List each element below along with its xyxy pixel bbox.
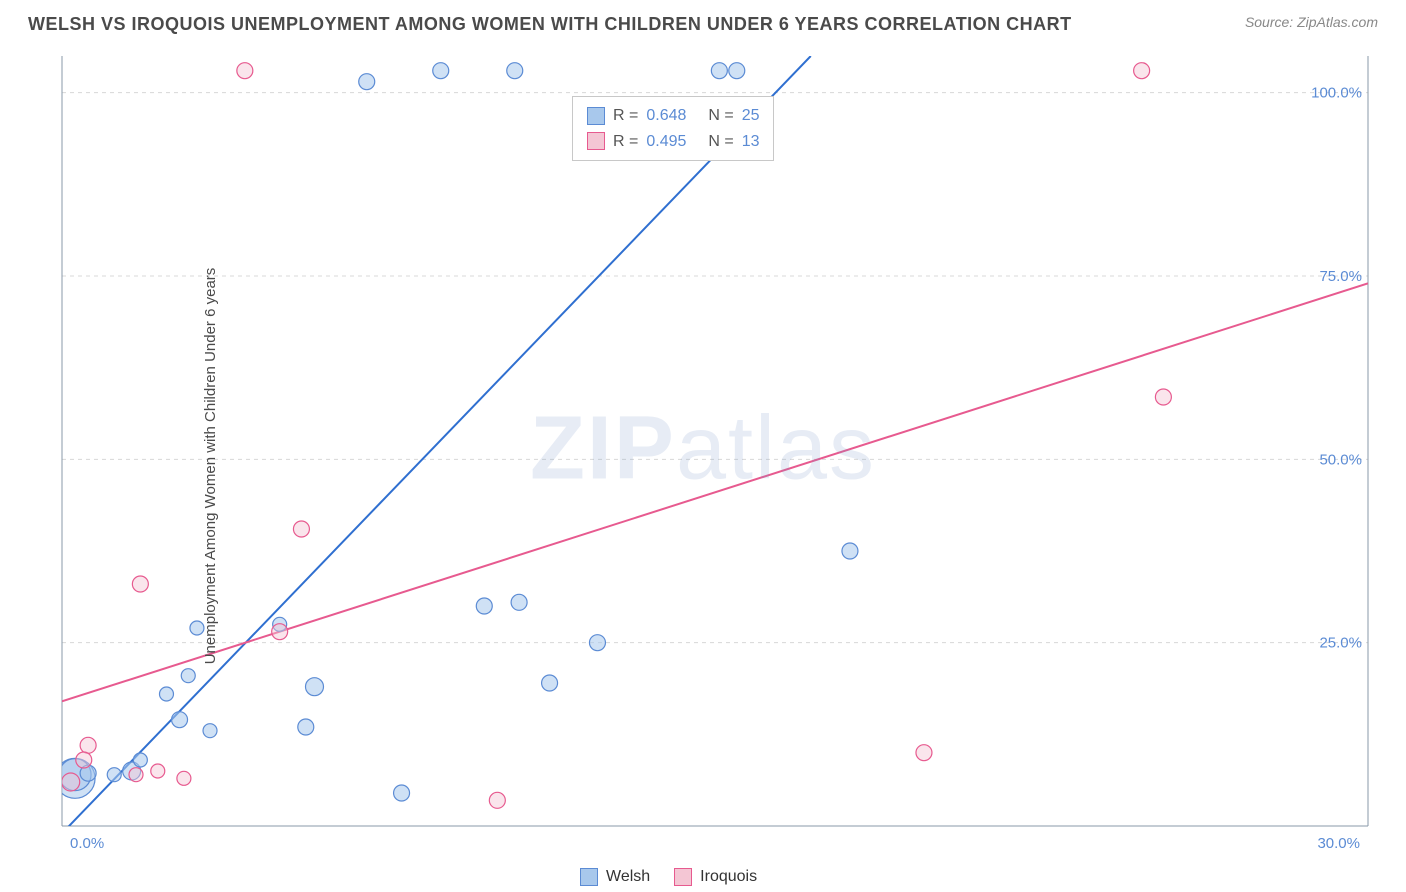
y-axis-label: Unemployment Among Women with Children U… bbox=[202, 268, 219, 665]
legend-swatch bbox=[580, 868, 598, 886]
legend-row: R = 0.648 N = 25 bbox=[587, 103, 759, 129]
correlation-legend: R = 0.648 N = 25 R = 0.495 N = 13 bbox=[572, 96, 774, 161]
svg-text:75.0%: 75.0% bbox=[1319, 268, 1362, 285]
svg-text:50.0%: 50.0% bbox=[1319, 451, 1362, 468]
chart-area: Unemployment Among Women with Children U… bbox=[0, 40, 1406, 892]
svg-text:25.0%: 25.0% bbox=[1319, 635, 1362, 652]
legend-n-label: N = bbox=[708, 129, 733, 155]
legend-r-label: R = bbox=[613, 129, 638, 155]
legend-r-value: 0.648 bbox=[646, 103, 700, 129]
legend-n-value: 25 bbox=[742, 103, 760, 129]
legend-n-label: N = bbox=[708, 103, 733, 129]
chart-source: Source: ZipAtlas.com bbox=[1245, 14, 1378, 30]
legend-row: R = 0.495 N = 13 bbox=[587, 129, 759, 155]
series-legend-label: Iroquois bbox=[700, 868, 757, 886]
chart-title: WELSH VS IROQUOIS UNEMPLOYMENT AMONG WOM… bbox=[28, 14, 1072, 35]
legend-n-value: 13 bbox=[742, 129, 760, 155]
series-legend-item: Welsh bbox=[580, 868, 650, 886]
legend-swatch bbox=[587, 132, 605, 150]
legend-r-label: R = bbox=[613, 103, 638, 129]
series-legend-item: Iroquois bbox=[674, 868, 757, 886]
svg-text:30.0%: 30.0% bbox=[1317, 835, 1360, 852]
series-legend: Welsh Iroquois bbox=[580, 868, 757, 886]
chart-header: WELSH VS IROQUOIS UNEMPLOYMENT AMONG WOM… bbox=[0, 0, 1406, 43]
legend-swatch bbox=[587, 107, 605, 125]
legend-swatch bbox=[674, 868, 692, 886]
series-legend-label: Welsh bbox=[606, 868, 650, 886]
svg-text:0.0%: 0.0% bbox=[70, 835, 104, 852]
legend-r-value: 0.495 bbox=[646, 129, 700, 155]
svg-text:100.0%: 100.0% bbox=[1311, 85, 1362, 102]
